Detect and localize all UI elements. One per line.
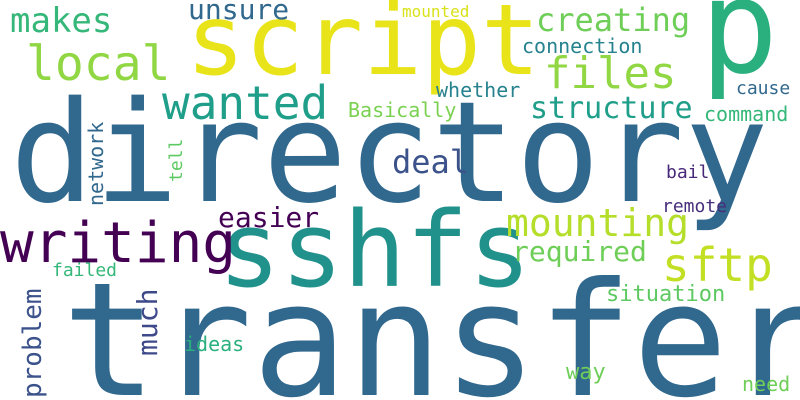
word-remote: remote	[662, 196, 728, 217]
word-basically: Basically	[348, 98, 457, 122]
word-bail: bail	[666, 162, 710, 183]
word-required: required	[512, 235, 647, 268]
word-problem: problem	[18, 288, 48, 398]
word-sftp: sftp	[662, 238, 773, 292]
word-files: files	[544, 48, 677, 99]
word-mounting: mounting	[506, 201, 690, 245]
word-unsure: unsure	[188, 0, 290, 26]
word-way: way	[566, 360, 606, 385]
word-mounted: mounted	[402, 2, 470, 21]
word-easier: easier	[218, 201, 320, 234]
word-tell: tell	[166, 138, 187, 182]
word-need: need	[742, 372, 791, 396]
word-wanted: wanted	[162, 76, 329, 130]
word-situation-label: situation	[606, 282, 726, 307]
word-script: script	[186, 0, 541, 98]
word-whether: whether	[436, 78, 521, 102]
word-sshfs: sshfs	[218, 189, 532, 311]
word-writing: writing	[0, 211, 237, 276]
word-connection: connection	[522, 34, 643, 58]
word-structure: structure	[530, 91, 693, 126]
word-deal: deal	[392, 143, 470, 181]
word-makes: makes	[10, 1, 113, 41]
word-local: local	[26, 36, 171, 92]
word-cause: cause	[736, 78, 791, 99]
word-network: network	[84, 121, 108, 206]
word-transfer: transfer	[62, 249, 800, 400]
word-much: much	[131, 288, 164, 356]
word-directory: directory	[10, 72, 769, 235]
word-creating: creating	[536, 1, 691, 39]
word-ideas: ideas	[184, 332, 245, 356]
word-p: p	[700, 0, 779, 103]
word-command: command	[704, 102, 789, 126]
word-failed-h: failed	[52, 260, 118, 281]
